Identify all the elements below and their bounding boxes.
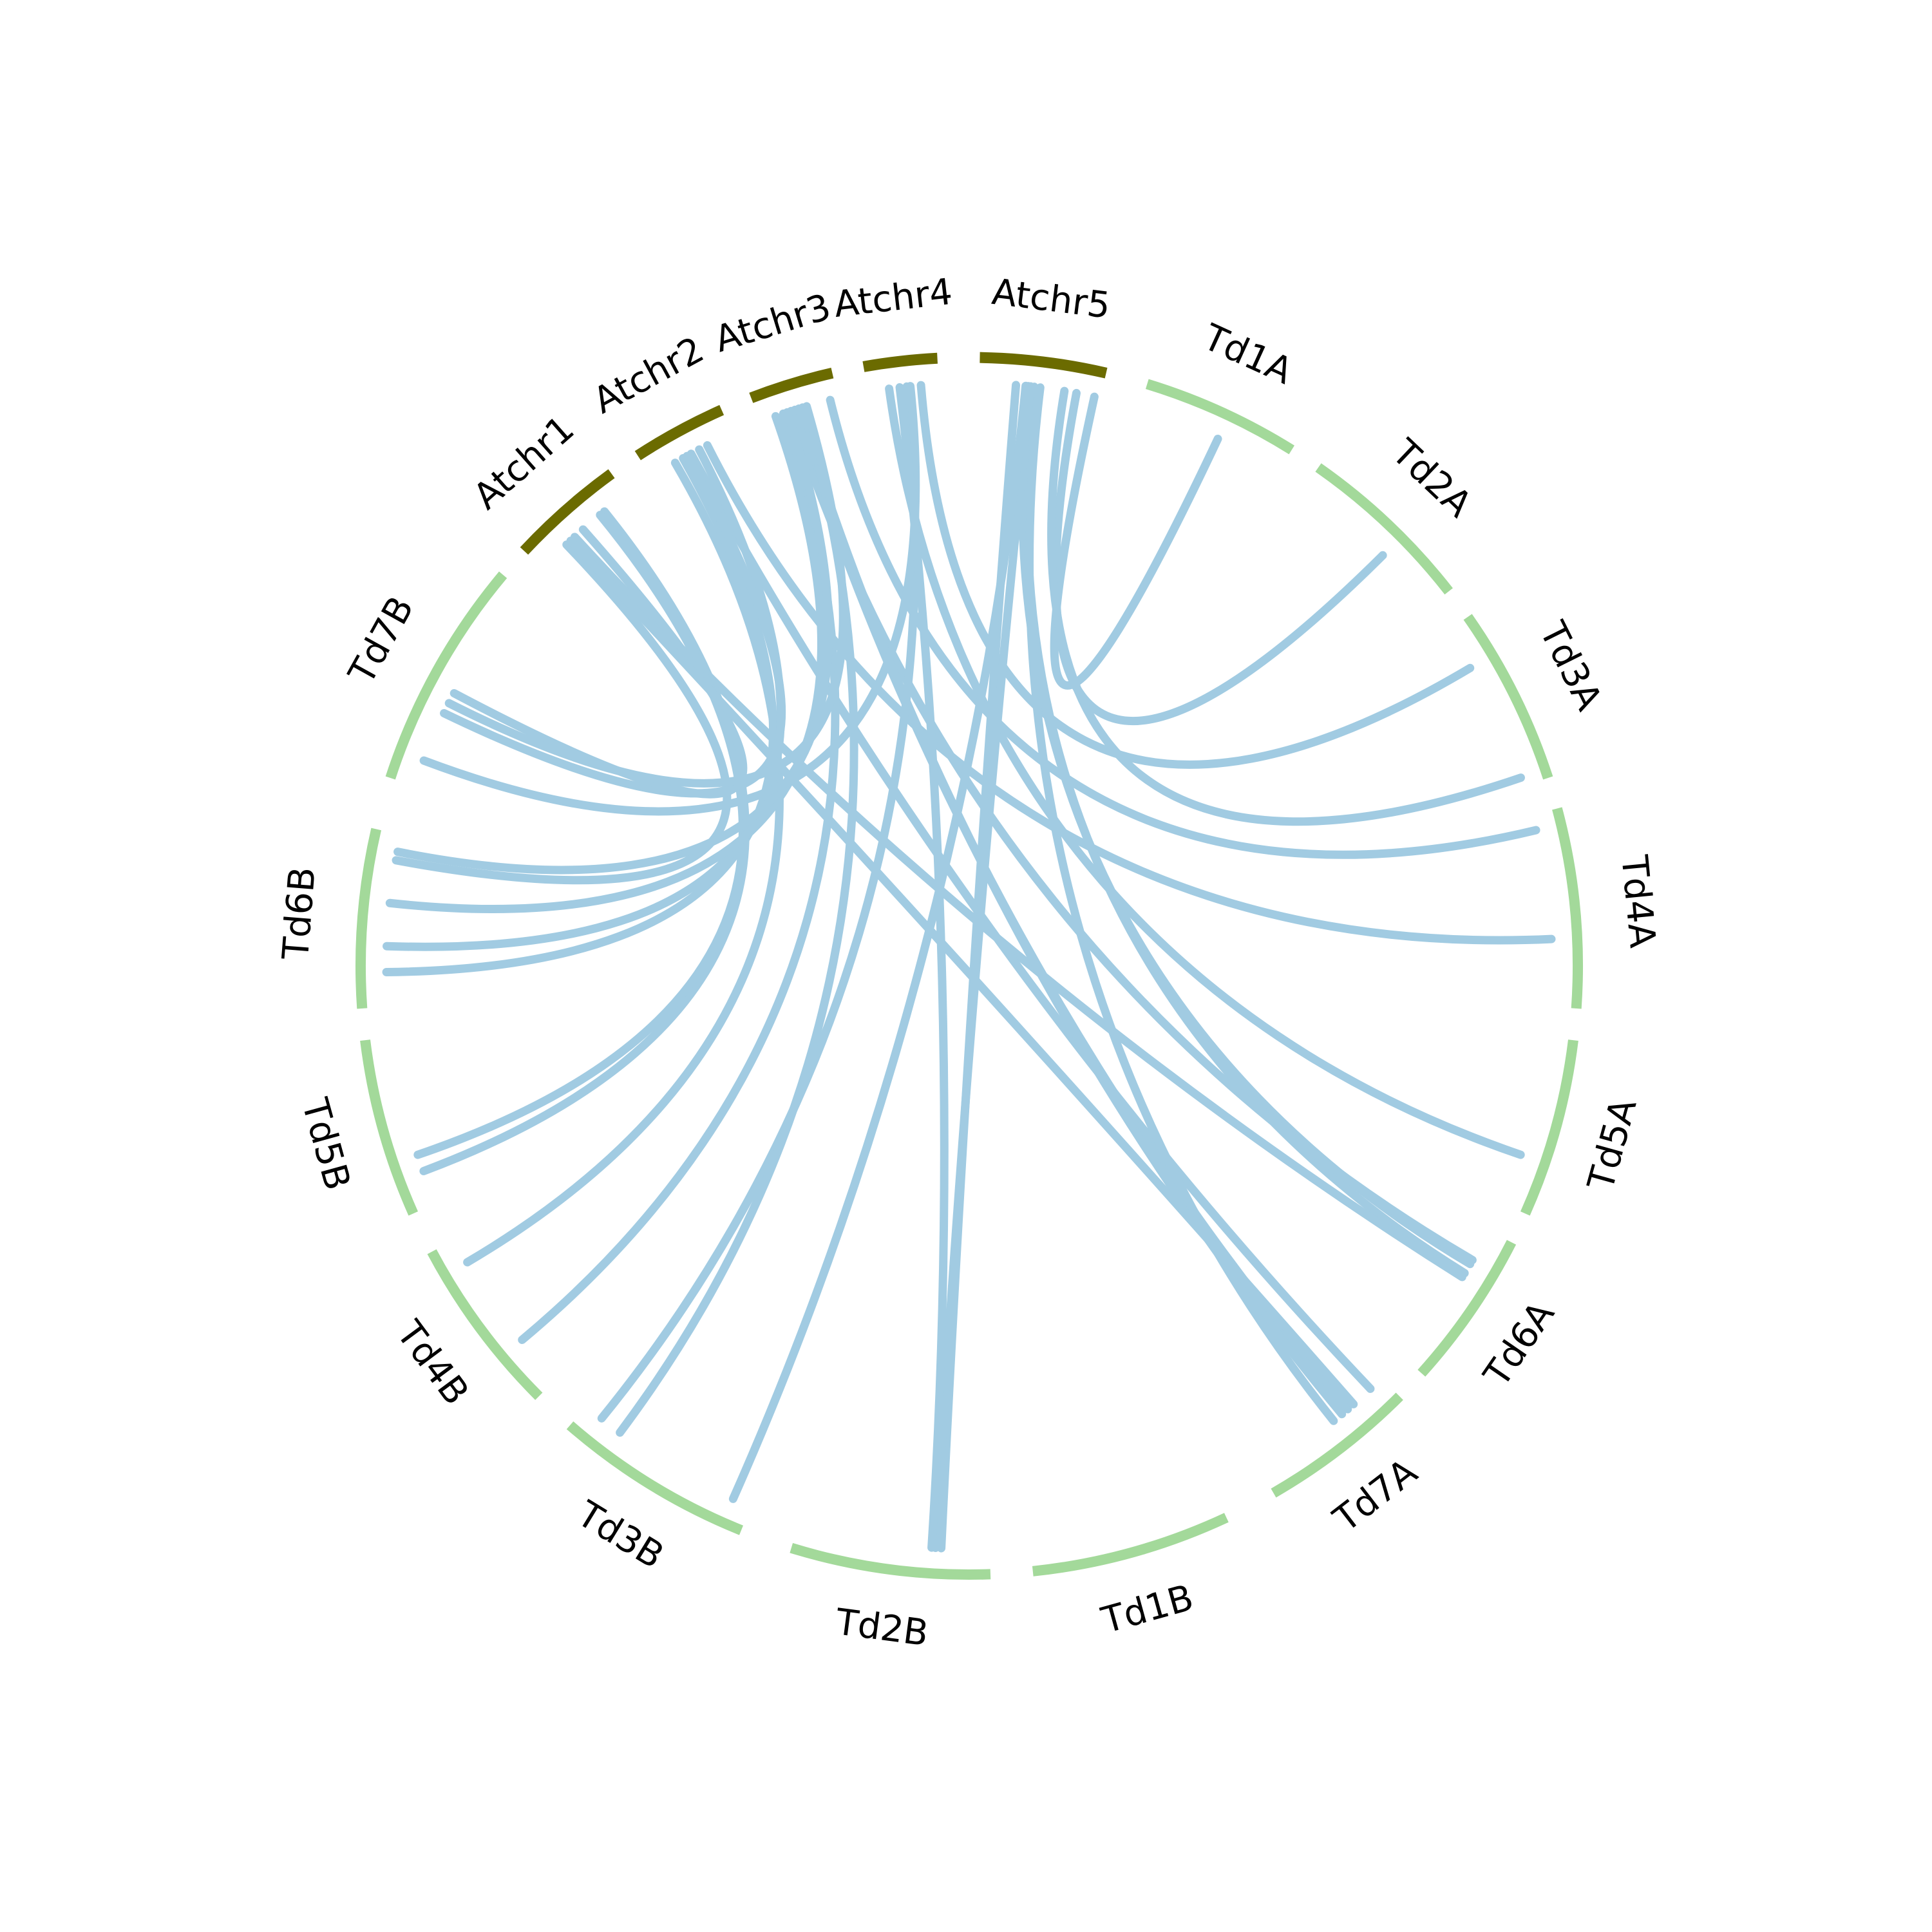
link-atchr2-td4b-21 — [463, 459, 784, 1267]
segment-label-td7b: Td7B — [341, 590, 422, 692]
segment-label-td1b: Td1B — [1097, 1577, 1198, 1642]
segment-label-atchr4: Atchr4 — [832, 271, 954, 326]
link-atchr3-td4a-4 — [826, 395, 1540, 859]
segment-label-td5a: Td5A — [1580, 1094, 1645, 1195]
segment-arc-td4a — [1552, 807, 1583, 1009]
segment-label-atchr1: Atchr1 — [466, 408, 582, 518]
segment-arc-td3b — [566, 1421, 743, 1535]
link-atchr5-td1a-0 — [1050, 392, 1222, 690]
segment-label-td7a: Td7A — [1325, 1451, 1425, 1541]
link-atchr1-td6b-27 — [392, 540, 732, 885]
link-atchr1-td7a-34 — [566, 536, 1358, 1408]
segment-arc-td6b — [355, 828, 382, 1009]
segment-label-td2b: Td2B — [833, 1601, 931, 1654]
segment-arc-td7b — [385, 571, 507, 780]
link-atchr5-td7a-14 — [1025, 383, 1338, 1425]
segment-arc-atchr2 — [634, 404, 724, 460]
synteny-links — [382, 381, 1556, 1553]
link-atchr4-td2b-33 — [895, 383, 949, 1552]
link-atchr5-td2b-16 — [931, 382, 1035, 1552]
segment-arc-td3a — [1463, 614, 1553, 780]
segment-arc-td5a — [1520, 1039, 1578, 1216]
link-atchr5-td2a-1 — [1051, 388, 1387, 725]
segment-label-td2a: Td2A — [1383, 431, 1480, 526]
segment-arc-td7a — [1271, 1392, 1403, 1498]
link-atchr2-td7a-11 — [687, 450, 1375, 1393]
segment-label-td5b: Td5B — [293, 1094, 358, 1195]
segment-label-td6a: Td6A — [1475, 1294, 1563, 1395]
segment-arc-atchr1 — [520, 469, 615, 555]
link-atchr5-td3a-3 — [1047, 386, 1525, 826]
link-atchr5-td3b-17 — [728, 381, 1030, 1503]
segment-label-td3a: Td3A — [1531, 615, 1610, 717]
link-atchr3-td6b-28 — [393, 408, 833, 875]
link-atchr4-td3a-2 — [916, 381, 1475, 769]
segment-arc-atchr3 — [749, 367, 834, 403]
segment-arc-td6a — [1417, 1240, 1517, 1377]
segment-arc-td1b — [1032, 1513, 1229, 1577]
segment-label-td3b: Td3B — [569, 1493, 670, 1577]
chromosome-segments — [355, 352, 1583, 1580]
segment-label-atchr3: Atchr3 — [710, 286, 835, 361]
link-atchr4-td5a-6 — [885, 384, 1525, 1159]
link-atchr3-td6b-26 — [385, 412, 826, 913]
segment-label-td4a: Td4A — [1613, 853, 1663, 949]
segment-label-td4b: Td4B — [388, 1313, 477, 1413]
link-atchr1-td5b-23 — [413, 511, 747, 1159]
segment-arc-atchr4 — [862, 352, 938, 372]
segment-arc-td2b — [790, 1543, 991, 1580]
segment-label-td6b: Td6B — [275, 866, 324, 961]
segment-label-atchr2: Atchr2 — [587, 329, 711, 422]
segment-arc-td2a — [1315, 463, 1453, 595]
segment-label-td1a: Td1A — [1197, 316, 1299, 393]
segment-arc-td4b — [427, 1249, 543, 1400]
segment-arc-td1a — [1145, 379, 1295, 455]
segment-arc-td5b — [360, 1039, 419, 1216]
segment-label-atchr5: Atchr5 — [990, 271, 1113, 327]
segment-arc-atchr5 — [980, 352, 1108, 379]
link-atchr3-td7b-32 — [444, 402, 848, 788]
link-atchr5-td6a-8 — [1023, 383, 1469, 1278]
